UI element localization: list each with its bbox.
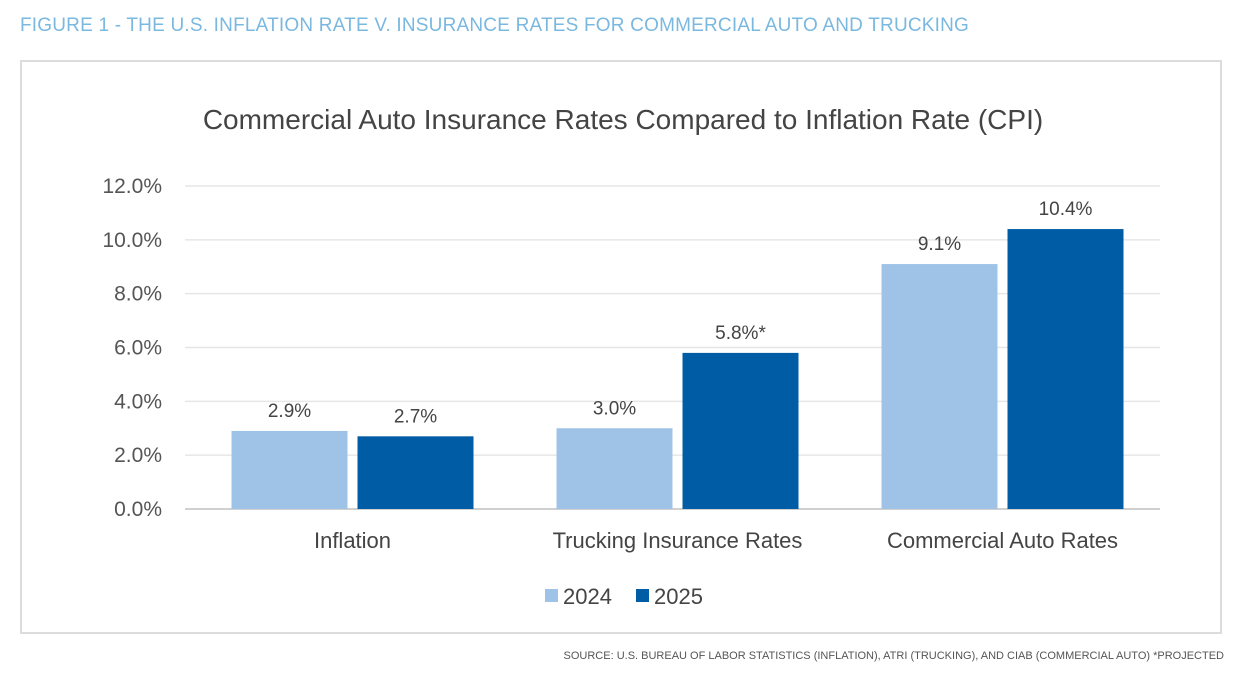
data-label: 2.7% xyxy=(394,406,437,427)
x-category-label: Inflation xyxy=(314,528,391,553)
x-category-label: Commercial Auto Rates xyxy=(887,528,1118,553)
chart-frame xyxy=(20,60,1222,634)
chart-title: Commercial Auto Insurance Rates Compared… xyxy=(203,104,1043,135)
y-tick-label: 2.0% xyxy=(114,444,162,467)
y-tick-label: 10.0% xyxy=(102,229,162,252)
legend-label-2024: 2024 xyxy=(563,584,612,609)
y-tick-label: 12.0% xyxy=(102,175,162,198)
y-tick-label: 0.0% xyxy=(114,498,162,521)
bar-2024 xyxy=(881,264,998,509)
source-note: SOURCE: U.S. BUREAU OF LABOR STATISTICS … xyxy=(563,650,1224,662)
x-category-label: Trucking Insurance Rates xyxy=(553,528,803,553)
y-tick-label: 6.0% xyxy=(114,337,162,360)
figure-title: FIGURE 1 - THE U.S. INFLATION RATE V. IN… xyxy=(20,15,970,36)
bar-2024 xyxy=(231,430,348,509)
bar-2025 xyxy=(682,352,799,509)
bar-2024 xyxy=(556,428,673,509)
legend-swatch-2025 xyxy=(636,589,649,602)
bar-2025 xyxy=(1007,229,1124,510)
data-label: 5.8%* xyxy=(715,323,766,344)
data-label: 2.9% xyxy=(268,401,311,422)
legend-swatch-2024 xyxy=(545,589,558,602)
legend-label-2025: 2025 xyxy=(654,584,703,609)
data-label: 10.4% xyxy=(1039,199,1093,220)
bar-2025 xyxy=(357,436,474,509)
y-tick-label: 8.0% xyxy=(114,283,162,306)
data-label: 3.0% xyxy=(593,398,636,419)
data-label: 9.1% xyxy=(918,234,961,255)
y-tick-label: 4.0% xyxy=(114,390,162,413)
